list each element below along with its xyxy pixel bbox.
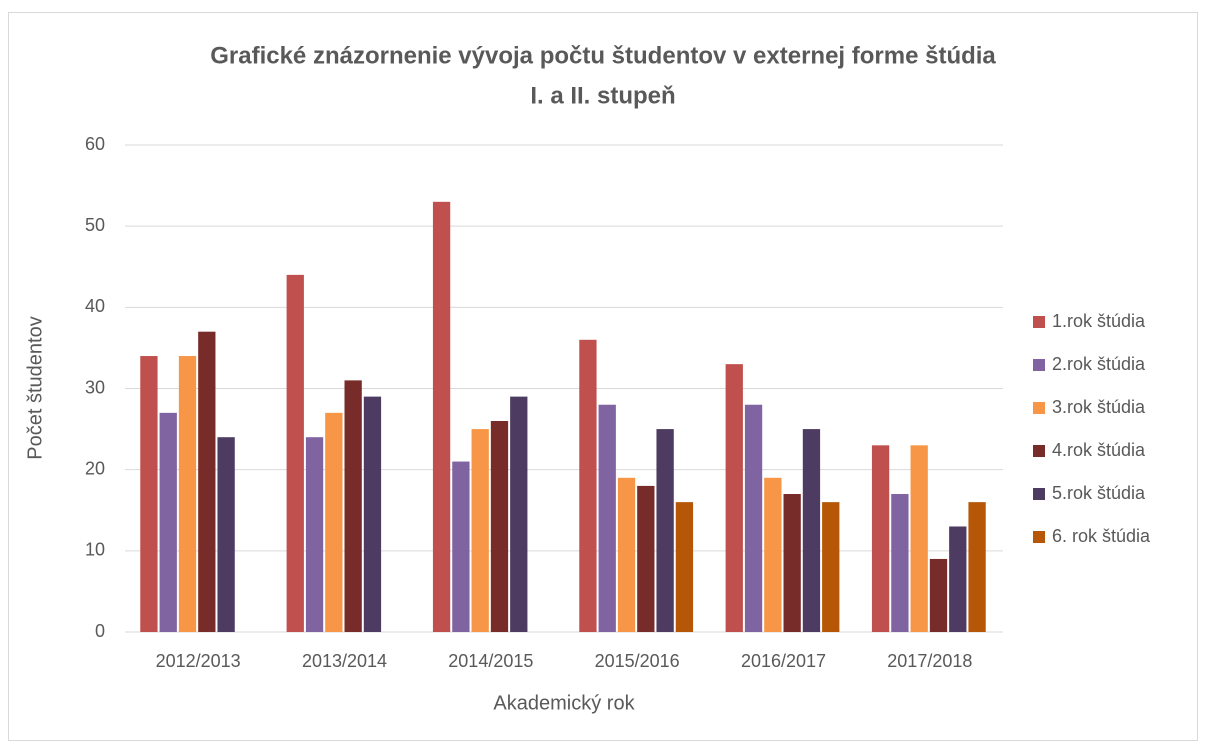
bar — [286, 274, 304, 632]
x-tick-label: 2013/2014 — [302, 651, 387, 671]
bar — [891, 494, 909, 632]
bar — [910, 445, 928, 632]
bar — [968, 502, 986, 632]
bar — [452, 461, 470, 632]
y-tick-label: 30 — [85, 377, 105, 397]
bar — [725, 364, 743, 632]
bar — [344, 380, 362, 632]
legend-swatch — [1033, 488, 1045, 500]
bar — [471, 429, 489, 632]
bar — [929, 558, 948, 632]
bar — [871, 445, 890, 632]
bar — [598, 404, 616, 632]
x-tick-label: 2012/2013 — [156, 651, 241, 671]
y-tick-label: 0 — [95, 621, 105, 641]
bar — [217, 437, 235, 632]
y-tick-label: 20 — [85, 458, 105, 478]
bar — [490, 420, 509, 632]
legend-swatch — [1033, 402, 1045, 414]
legend-label: 2.rok štúdia — [1052, 354, 1146, 374]
x-tick-label: 2017/2018 — [887, 651, 972, 671]
legend-swatch — [1033, 531, 1045, 543]
bar — [949, 526, 967, 632]
bar — [637, 485, 655, 632]
legend-swatch — [1033, 359, 1045, 371]
bar — [617, 477, 636, 632]
legend-swatch — [1033, 316, 1045, 328]
y-tick-label: 40 — [85, 296, 105, 316]
chart-title: I. a II. stupeň — [530, 82, 675, 109]
bar — [764, 477, 782, 632]
bar — [675, 502, 694, 632]
x-tick-label: 2016/2017 — [741, 651, 826, 671]
legend-label: 6. rok štúdia — [1052, 526, 1151, 546]
x-axis-label: Akademický rok — [493, 692, 635, 714]
bar — [432, 201, 451, 633]
bar — [159, 412, 177, 632]
bar — [656, 429, 674, 632]
bar — [822, 502, 840, 632]
legend-label: 1.rok štúdia — [1052, 311, 1146, 331]
y-axis-label: Počet študentov — [24, 316, 46, 459]
bar — [783, 494, 801, 632]
x-tick-label: 2014/2015 — [448, 651, 533, 671]
legend-label: 3.rok štúdia — [1052, 397, 1146, 417]
bar — [178, 356, 197, 632]
bar — [198, 331, 216, 632]
y-tick-label: 50 — [85, 215, 105, 235]
bar — [744, 404, 763, 632]
legend-label: 5.rok štúdia — [1052, 483, 1146, 503]
y-tick-label: 60 — [85, 134, 105, 154]
bar — [325, 412, 343, 632]
legend-swatch — [1033, 445, 1045, 457]
chart-title: Grafické znázornenie vývoja počtu študen… — [210, 42, 996, 69]
bar — [140, 356, 158, 632]
x-tick-label: 2015/2016 — [595, 651, 680, 671]
y-tick-label: 10 — [85, 540, 105, 560]
bar — [363, 396, 382, 632]
bar — [802, 429, 821, 632]
bar — [305, 437, 324, 632]
bar — [510, 396, 528, 632]
legend-label: 4.rok štúdia — [1052, 440, 1146, 460]
bar — [579, 339, 597, 632]
